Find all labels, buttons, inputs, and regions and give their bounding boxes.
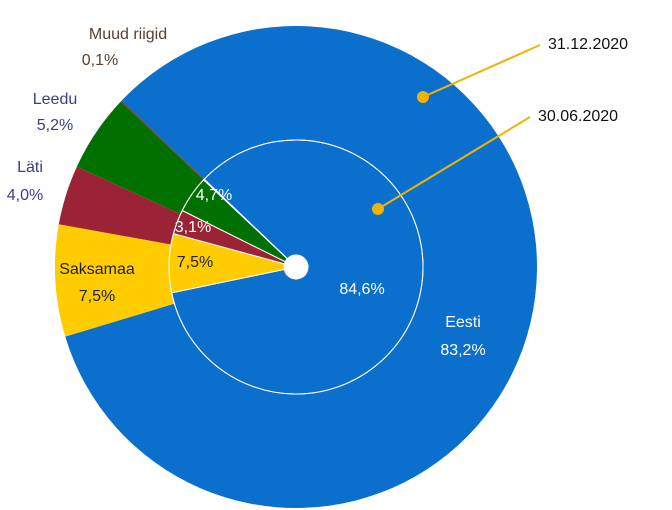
value-label: 84,6% bbox=[339, 281, 384, 298]
callout-line bbox=[377, 116, 531, 210]
value-label: 4,7% bbox=[196, 187, 232, 204]
series-label: 30.06.2020 bbox=[538, 108, 618, 125]
callout-dot bbox=[417, 91, 429, 103]
center-hole bbox=[284, 255, 308, 279]
category-label: Läti bbox=[17, 159, 43, 176]
pie-slice bbox=[65, 26, 537, 509]
value-label: 5,2% bbox=[37, 117, 73, 134]
value-label: 4,0% bbox=[7, 187, 43, 204]
value-label: 0,1% bbox=[82, 52, 118, 69]
value-label: 7,5% bbox=[177, 254, 213, 271]
series-label: 31.12.2020 bbox=[548, 36, 628, 53]
pie-slice bbox=[76, 101, 204, 215]
value-label: 3,1% bbox=[175, 219, 211, 236]
ring-border bbox=[168, 139, 424, 395]
category-label: Leedu bbox=[33, 91, 78, 108]
category-label: Eesti bbox=[445, 314, 481, 331]
callout-dot bbox=[372, 203, 384, 215]
pie-slice bbox=[58, 166, 181, 245]
value-label: 83,2% bbox=[440, 342, 485, 359]
callout-line bbox=[422, 44, 541, 98]
pie-slice bbox=[55, 224, 175, 337]
pie-slice bbox=[120, 100, 205, 180]
category-label: Muud riigid bbox=[89, 26, 167, 43]
category-label: Saksamaa bbox=[59, 261, 135, 278]
value-label: 7,5% bbox=[79, 288, 115, 305]
